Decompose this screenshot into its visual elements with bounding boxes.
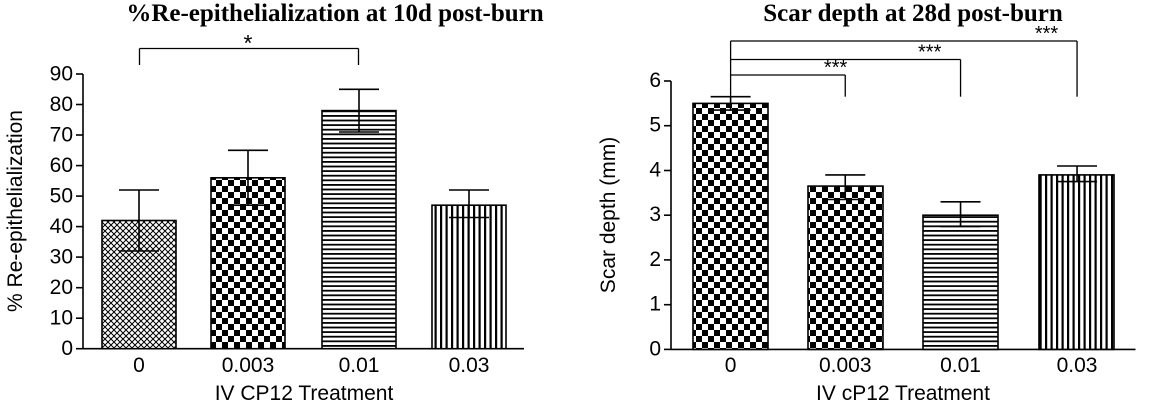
svg-text:% Re-epithelialization: % Re-epithelialization <box>4 110 27 312</box>
svg-text:10: 10 <box>50 307 73 330</box>
svg-text:2: 2 <box>649 248 661 271</box>
svg-text:60: 60 <box>50 154 73 177</box>
svg-text:*: * <box>244 30 253 56</box>
svg-text:Scar depth (mm): Scar depth (mm) <box>597 137 620 293</box>
svg-text:5: 5 <box>649 114 661 137</box>
svg-text:%Re-epithelialization at 10d p: %Re-epithelialization at 10d post-burn <box>126 0 543 27</box>
svg-text:3: 3 <box>649 203 661 226</box>
svg-text:70: 70 <box>50 124 73 147</box>
svg-text:0.003: 0.003 <box>819 354 872 377</box>
svg-text:0.01: 0.01 <box>940 354 981 377</box>
svg-text:0.003: 0.003 <box>222 354 275 377</box>
svg-text:0: 0 <box>649 337 661 360</box>
svg-text:4: 4 <box>649 159 661 182</box>
svg-text:0: 0 <box>725 354 737 377</box>
svg-text:1: 1 <box>649 293 661 316</box>
svg-text:40: 40 <box>50 215 73 238</box>
svg-text:IV cP12 Treatment: IV cP12 Treatment <box>816 382 990 405</box>
svg-text:0: 0 <box>61 337 73 360</box>
svg-text:0: 0 <box>133 354 145 377</box>
svg-text:***: *** <box>918 42 942 64</box>
svg-text:6: 6 <box>649 69 661 92</box>
svg-text:0.03: 0.03 <box>1057 354 1098 377</box>
svg-text:IV CP12 Treatment: IV CP12 Treatment <box>215 382 394 405</box>
svg-text:90: 90 <box>50 63 73 86</box>
svg-text:20: 20 <box>50 276 73 299</box>
svg-text:***: *** <box>1035 23 1059 45</box>
svg-text:0.03: 0.03 <box>449 354 490 377</box>
svg-text:***: *** <box>824 57 848 79</box>
svg-text:0.01: 0.01 <box>339 354 380 377</box>
svg-text:Scar depth at 28d post-burn: Scar depth at 28d post-burn <box>763 0 1063 27</box>
svg-text:50: 50 <box>50 185 73 208</box>
svg-text:30: 30 <box>50 246 73 269</box>
svg-text:80: 80 <box>50 93 73 116</box>
